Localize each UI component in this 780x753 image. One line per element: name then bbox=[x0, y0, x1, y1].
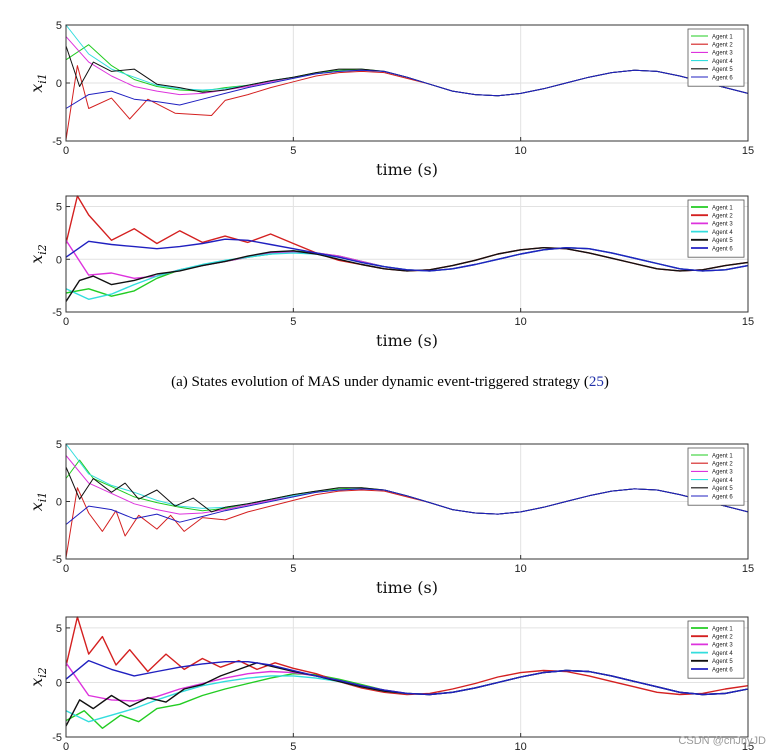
caption-ref[interactable]: 25 bbox=[588, 374, 604, 390]
x-tick-label: 0 bbox=[63, 145, 69, 157]
series-line-6 bbox=[65, 69, 749, 109]
y-tick-label: 5 bbox=[56, 439, 62, 451]
legend-entry: Agent 5 bbox=[712, 238, 733, 244]
legend: Agent 1 Agent 2 Agent 3 Agent 4 Agent 5 Agent… bbox=[687, 620, 745, 679]
x-tick-label: 10 bbox=[515, 145, 527, 157]
x-tick-label: 15 bbox=[742, 316, 754, 328]
legend-entry: Agent 3 bbox=[712, 51, 733, 57]
y-tick-label: 0 bbox=[56, 497, 62, 509]
legend-entry: Agent 2 bbox=[712, 462, 733, 468]
legend-entry: Agent 4 bbox=[712, 651, 733, 657]
y-tick-label: 0 bbox=[56, 78, 62, 90]
legend-entry: Agent 1 bbox=[712, 453, 733, 459]
legend-entry: Agent 6 bbox=[712, 667, 733, 673]
x-axis-label: time (s) bbox=[376, 160, 438, 179]
legend-entry: Agent 4 bbox=[712, 478, 733, 484]
series-line-6 bbox=[65, 238, 749, 272]
y-tick-label: 5 bbox=[56, 202, 62, 214]
legend-entry: Agent 1 bbox=[712, 626, 733, 632]
axes-frame bbox=[65, 616, 749, 738]
plot-area bbox=[66, 196, 748, 312]
x-tick-label: 5 bbox=[290, 563, 296, 575]
x-tick-label: 15 bbox=[742, 741, 754, 753]
legend-entry: Agent 3 bbox=[712, 470, 733, 476]
series-line-2 bbox=[65, 616, 749, 696]
x-tick-label: 5 bbox=[290, 316, 296, 328]
y-axis-label: xi1 bbox=[27, 73, 49, 93]
y-axis-label: xi2 bbox=[27, 667, 49, 687]
x-tick-label: 10 bbox=[515, 316, 527, 328]
series-line-6 bbox=[65, 659, 749, 696]
legend-entry: Agent 6 bbox=[712, 75, 733, 81]
y-axis-label: xi2 bbox=[27, 244, 49, 264]
legend-entry: Agent 2 bbox=[712, 43, 733, 49]
legend-entry: Agent 5 bbox=[712, 659, 733, 665]
y-tick-label: 5 bbox=[56, 20, 62, 32]
y-tick-label: 0 bbox=[56, 677, 62, 689]
legend-entry: Agent 1 bbox=[712, 205, 733, 211]
y-tick-label: -5 bbox=[52, 732, 62, 744]
x-tick-label: 5 bbox=[290, 145, 296, 157]
y-tick-label: -5 bbox=[52, 307, 62, 319]
legend-entry: Agent 2 bbox=[712, 214, 733, 220]
legend-entry: Agent 3 bbox=[712, 222, 733, 228]
legend-entry: Agent 5 bbox=[712, 486, 733, 492]
x-tick-label: 0 bbox=[63, 316, 69, 328]
legend-entry: Agent 4 bbox=[712, 230, 733, 236]
legend: Agent 1 Agent 2 Agent 3 Agent 4 Agent 5 Agent… bbox=[687, 28, 745, 87]
x-tick-label: 15 bbox=[742, 563, 754, 575]
legend: Agent 1 Agent 2 Agent 3 Agent 4 Agent 5 Agent… bbox=[687, 447, 745, 506]
x-tick-label: 10 bbox=[515, 741, 527, 753]
watermark: CSDN @cnJhyJD bbox=[678, 735, 766, 747]
figure-caption: (a) States evolution of MAS under dynami… bbox=[0, 374, 780, 391]
x-tick-label: 10 bbox=[515, 563, 527, 575]
series-line-5 bbox=[65, 246, 749, 302]
y-tick-label: 0 bbox=[56, 254, 62, 266]
legend-entry: Agent 1 bbox=[712, 34, 733, 40]
legend-entry: Agent 4 bbox=[712, 59, 733, 65]
x-tick-label: 0 bbox=[63, 741, 69, 753]
caption-prefix: (a) States evolution of MAS under dynami… bbox=[171, 374, 589, 390]
y-tick-label: 5 bbox=[56, 623, 62, 635]
x-tick-label: 5 bbox=[290, 741, 296, 753]
x-axis-label: time (s) bbox=[376, 331, 438, 350]
series-line-6 bbox=[65, 488, 749, 525]
caption-suffix: ) bbox=[603, 374, 609, 390]
y-tick-label: -5 bbox=[52, 136, 62, 148]
plot-area bbox=[66, 617, 748, 737]
axes-frame bbox=[65, 195, 749, 313]
x-tick-label: 15 bbox=[742, 145, 754, 157]
legend-entry: Agent 5 bbox=[712, 67, 733, 73]
legend-entry: Agent 6 bbox=[712, 494, 733, 500]
y-tick-label: -5 bbox=[52, 554, 62, 566]
legend-entry: Agent 2 bbox=[712, 635, 733, 641]
x-axis-label: time (s) bbox=[376, 578, 438, 597]
legend-entry: Agent 3 bbox=[712, 643, 733, 649]
x-tick-label: 0 bbox=[63, 563, 69, 575]
y-axis-label: xi1 bbox=[27, 492, 49, 512]
legend-entry: Agent 6 bbox=[712, 246, 733, 252]
legend: Agent 1 Agent 2 Agent 3 Agent 4 Agent 5 Agent… bbox=[687, 199, 745, 258]
